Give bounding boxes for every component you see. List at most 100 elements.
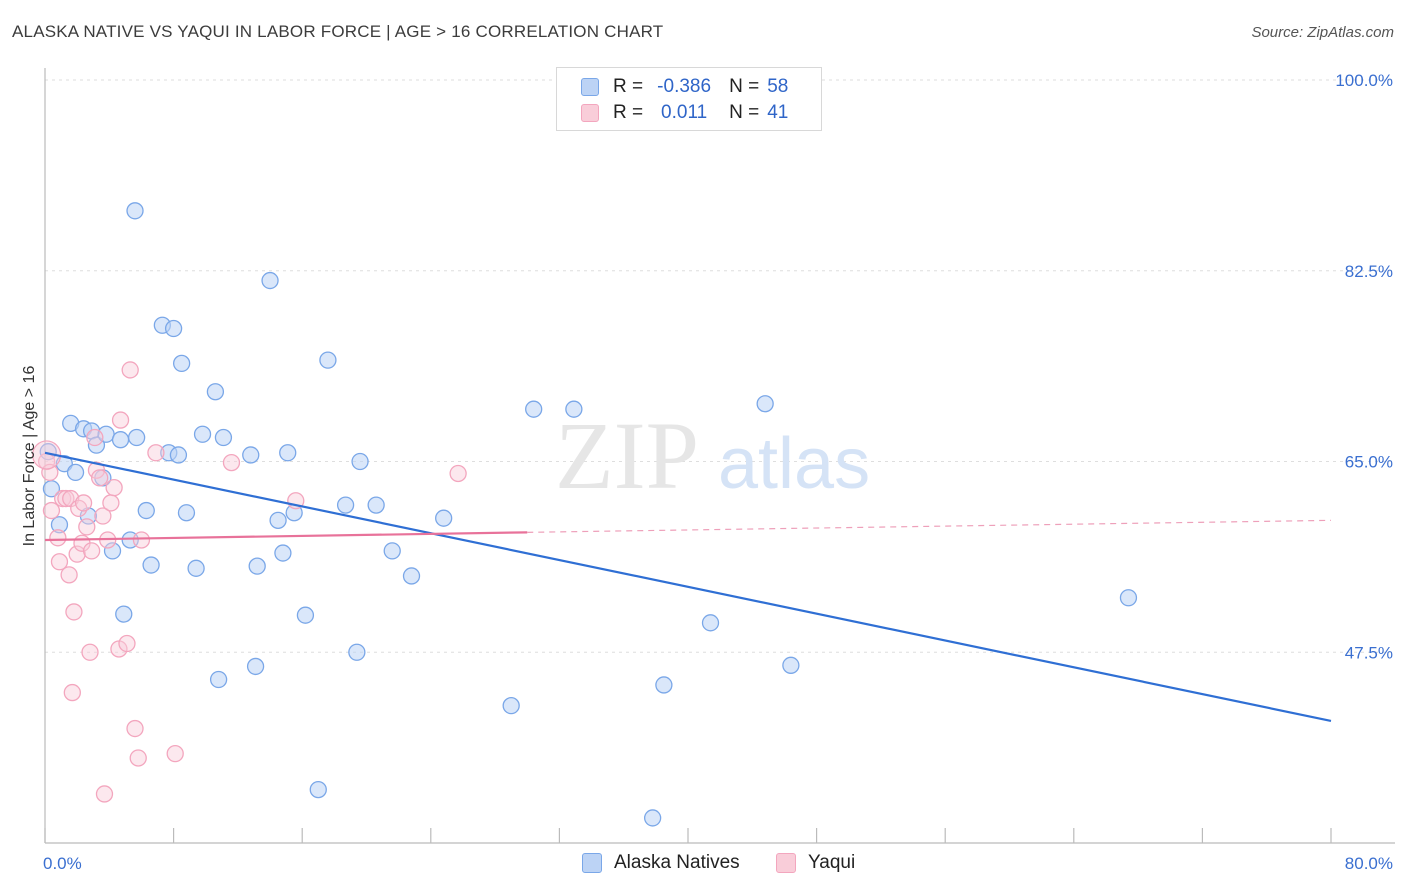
bottom-legend-alaska-natives: Alaska Natives <box>582 852 740 874</box>
legend-r-label: R = <box>613 102 644 123</box>
yaqui-point <box>111 411 130 429</box>
alaska-native-point <box>756 395 774 413</box>
alaska-native-point <box>111 431 130 449</box>
legend-n-label: N = <box>729 76 760 97</box>
legend-n-label: N = <box>729 102 760 123</box>
alaska-native-point <box>172 354 191 373</box>
alaska-native-point <box>701 614 720 632</box>
alaska-native-point <box>319 351 337 369</box>
alaska-native-point <box>187 559 205 577</box>
alaska-native-point <box>1119 589 1138 607</box>
alaska-native-point <box>643 809 662 827</box>
alaska-native-point <box>137 501 155 520</box>
yaqui-point <box>63 683 81 702</box>
yaqui-point <box>126 719 144 738</box>
alaska-native-point <box>248 557 266 575</box>
alaska-native-point <box>351 452 369 471</box>
bottom-legend-swatch-yaqui <box>776 853 796 873</box>
alaska-native-point <box>50 516 69 534</box>
legend-r-value: 0.011 <box>661 102 708 123</box>
alaska-native-point <box>367 496 385 514</box>
yaqui-trend-extension <box>527 519 1332 533</box>
watermark-zip: ZIP <box>555 402 699 509</box>
yaqui-point <box>102 494 120 512</box>
alaska-native-point <box>274 544 292 562</box>
legend-swatch-yaqui <box>581 104 599 122</box>
trend-layer <box>44 451 1332 722</box>
alaska-native-point <box>209 670 228 689</box>
yaqui-point <box>50 553 69 571</box>
yaqui-point <box>82 542 101 560</box>
alaska-native-point <box>246 657 265 676</box>
alaska-native-point <box>127 428 146 447</box>
legend-r-value: -0.386 <box>657 76 712 97</box>
alaska-natives-trend-line <box>44 451 1332 722</box>
correlation-legend: R = -0.386 N = 58 R = 0.011 N = 41 <box>556 67 822 131</box>
bottom-legend-label-yaqui: Yaqui <box>808 852 856 873</box>
yaqui-point <box>132 531 151 549</box>
alaska-native-point <box>164 319 183 338</box>
yaqui-point <box>68 545 86 563</box>
yaqui-point <box>118 634 136 653</box>
yaqui-point <box>42 501 61 520</box>
alaska-native-point <box>269 511 287 530</box>
alaska-native-point <box>402 567 421 585</box>
yaqui-point <box>105 479 123 497</box>
watermark: ZIP atlas <box>555 402 870 509</box>
yaqui-point <box>57 489 75 508</box>
x-tick-label-max: 80.0% <box>1345 854 1393 873</box>
alaska-native-point <box>296 606 315 624</box>
alaska-native-point <box>435 509 453 527</box>
legend-row-alaska-natives: R = -0.386 N = 58 <box>581 75 788 99</box>
alaska-native-point <box>502 697 520 715</box>
alaska-native-point <box>565 400 583 418</box>
bottom-legend-swatch-alaska-natives <box>582 853 602 873</box>
alaska-native-point <box>214 428 233 447</box>
alaska-native-point <box>782 656 800 674</box>
legend-r-label: R = <box>613 76 644 97</box>
yaqui-point <box>91 469 109 487</box>
yaqui-point <box>121 361 139 379</box>
yaqui-point <box>78 518 96 536</box>
chart-title: ALASKA NATIVE VS YAQUI IN LABOR FORCE | … <box>12 22 664 41</box>
yaqui-point <box>166 744 184 763</box>
alaska-native-point <box>193 425 212 443</box>
yaqui-point <box>147 444 165 462</box>
y-tick-label: 65.0% <box>1345 453 1393 472</box>
legend-n-value: 58 <box>767 76 789 97</box>
yaqui-point <box>222 453 241 472</box>
y-tick-label: 82.5% <box>1345 262 1393 281</box>
yaqui-point <box>74 494 93 512</box>
alaska-native-point <box>242 446 260 464</box>
watermark-atlas: atlas <box>718 424 870 504</box>
y-tick-label: 100.0% <box>1335 71 1393 90</box>
yaqui-point <box>65 603 83 621</box>
x-tick-label-min: 0.0% <box>43 854 82 873</box>
grid-layer <box>45 79 1395 653</box>
yaqui-point <box>81 643 99 661</box>
yaqui-point <box>60 566 78 584</box>
alaska-native-point <box>309 780 327 799</box>
alaska-native-point <box>383 542 401 560</box>
yaqui-point <box>49 529 67 547</box>
alaska-native-point <box>348 643 366 661</box>
alaska-native-point <box>126 202 144 220</box>
chart-source: Source: ZipAtlas.com <box>1251 24 1394 41</box>
alaska-native-point <box>142 556 160 574</box>
alaska-native-point <box>655 676 673 694</box>
bottom-legend-label-alaska-natives: Alaska Natives <box>614 852 740 873</box>
yaqui-point <box>449 464 467 483</box>
alaska-native-point <box>336 496 355 514</box>
points-layer <box>32 202 1138 827</box>
yaqui-point <box>95 785 114 803</box>
legend-n-value: 41 <box>767 102 789 123</box>
yaqui-point <box>86 428 104 447</box>
yaqui-trend-line <box>44 531 528 542</box>
alaska-native-point <box>279 444 297 462</box>
alaska-native-point <box>66 463 85 482</box>
alaska-native-point <box>115 605 133 623</box>
alaska-native-point <box>177 504 196 522</box>
legend-swatch-alaska-natives <box>581 78 599 96</box>
y-axis-title: In Labor Force | Age > 16 <box>21 366 38 547</box>
